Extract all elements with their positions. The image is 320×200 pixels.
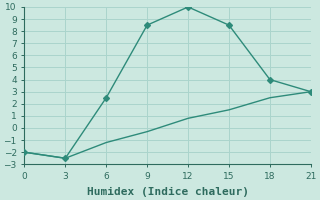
X-axis label: Humidex (Indice chaleur): Humidex (Indice chaleur): [87, 186, 249, 197]
